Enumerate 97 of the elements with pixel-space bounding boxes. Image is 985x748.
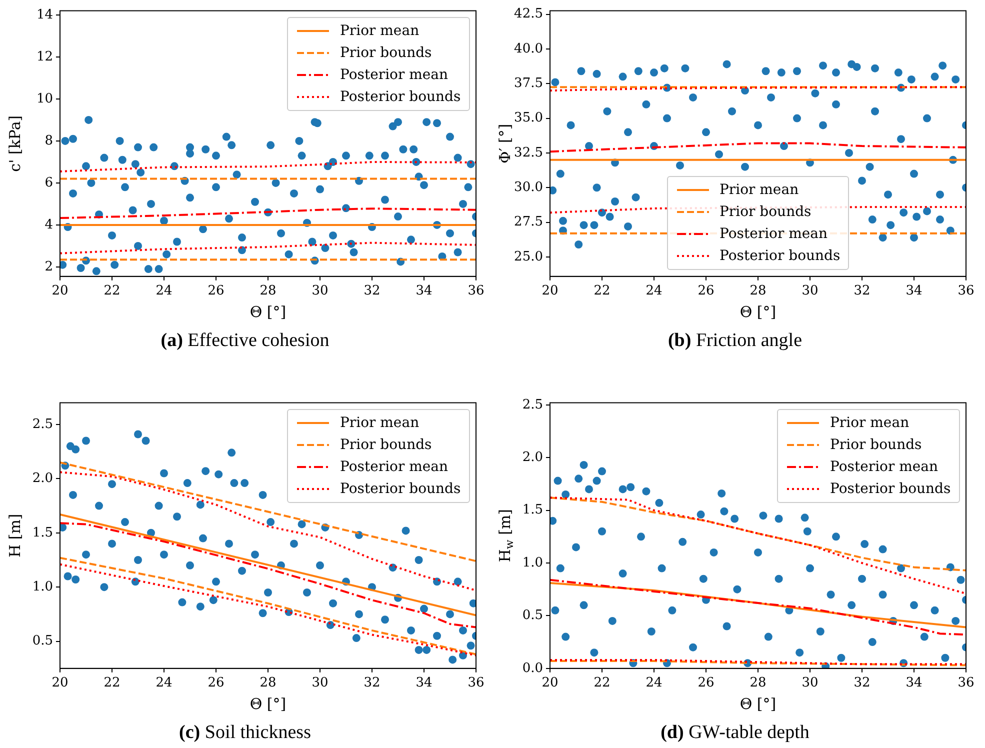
y-axis-title: H [m] <box>6 514 24 558</box>
x-tick-label: 24 <box>156 676 172 691</box>
text: (a) Effective cohesion <box>160 330 330 352</box>
x-axis-title: Θ [°] <box>250 694 286 713</box>
x-tick-label: 20 <box>52 676 68 691</box>
x-tick-label: 20 <box>542 676 558 691</box>
y-tick-label: 1.0 <box>32 579 53 594</box>
legend-label: Posterior bounds <box>340 88 461 105</box>
y-axis-title: Φ′ [°] <box>496 124 514 164</box>
x-tick-label: 34 <box>906 284 922 299</box>
x-tick-label: 26 <box>698 284 714 299</box>
x-axis-title: Θ [°] <box>740 694 776 713</box>
line-series <box>550 142 966 153</box>
legend-label: Prior bounds <box>830 436 922 453</box>
x-tick-label: 20 <box>52 284 68 299</box>
y-tick-label: 2.0 <box>522 450 543 465</box>
line-series <box>550 496 966 572</box>
x-tick-label: 32 <box>364 284 380 299</box>
x-tick-label: 36 <box>958 676 974 691</box>
x-tick-label: 36 <box>958 284 974 299</box>
x-tick-label: 28 <box>260 676 276 691</box>
x-tick-label: 20 <box>542 284 558 299</box>
y-tick-label: 10 <box>36 91 53 106</box>
text: (b) Friction angle <box>666 330 804 352</box>
x-tick-label: 32 <box>364 676 380 691</box>
y-tick-label: 0.0 <box>522 660 543 676</box>
y-tick-label: 2 <box>44 259 53 274</box>
y-tick-label: 12 <box>36 49 53 64</box>
y-tick-label: 14 <box>36 7 53 22</box>
x-tick-label: 32 <box>854 284 870 299</box>
legend-label: Prior mean <box>340 22 420 39</box>
x-tick-label: 24 <box>646 284 662 299</box>
x-tick-label: 28 <box>750 676 766 691</box>
legend-label: Prior mean <box>830 414 910 431</box>
x-tick-label: 26 <box>698 676 714 691</box>
legend-label: Prior bounds <box>720 204 812 220</box>
y-tick-label: 2.0 <box>32 471 53 486</box>
x-tick-label: 30 <box>312 676 328 691</box>
legend-label: Posterior bounds <box>720 248 840 264</box>
x-tick-label: 26 <box>208 284 224 299</box>
line-series <box>60 160 476 172</box>
x-tick-label: 22 <box>104 676 120 691</box>
text: (d) GW-table depth <box>660 722 810 744</box>
y-tick-label: 42.5 <box>514 6 543 22</box>
x-tick-label: 30 <box>312 284 328 299</box>
x-axis-title: Θ [°] <box>250 302 286 321</box>
y-tick-label: 35.0 <box>514 110 543 126</box>
text: (c) Soil thickness <box>178 722 312 744</box>
y-tick-label: 1.0 <box>522 555 543 570</box>
y-tick-label: 1.5 <box>32 525 53 540</box>
x-tick-label: 34 <box>906 676 922 691</box>
x-axis-title: Θ [°] <box>740 302 776 321</box>
x-tick-label: 30 <box>802 284 818 299</box>
x-tick-label: 36 <box>468 676 484 691</box>
x-tick-label: 28 <box>750 284 766 299</box>
line-series <box>550 578 966 636</box>
x-tick-label: 32 <box>854 676 870 691</box>
legend-label: Posterior bounds <box>340 480 461 497</box>
x-tick-label: 22 <box>594 676 610 691</box>
line-series <box>60 471 476 592</box>
legend-label: Posterior mean <box>830 458 938 475</box>
legend-label: Posterior mean <box>720 226 828 242</box>
y-tick-label: 0.5 <box>32 634 53 649</box>
y-tick-label: 8 <box>44 133 53 148</box>
legend-label: Prior mean <box>720 182 799 198</box>
line-series <box>60 522 476 628</box>
line-series <box>550 496 966 595</box>
y-tick-label: 2.5 <box>32 416 53 432</box>
y-tick-label: 40.0 <box>514 41 543 56</box>
x-tick-label: 36 <box>468 284 484 299</box>
x-tick-label: 34 <box>416 284 432 299</box>
legend-label: Posterior mean <box>340 66 448 83</box>
x-tick-label: 34 <box>416 676 432 691</box>
y-tick-label: 27.5 <box>514 214 543 230</box>
x-tick-label: 22 <box>594 284 610 299</box>
x-tick-label: 28 <box>260 284 276 299</box>
y-tick-label: 30.0 <box>514 180 543 196</box>
y-tick-label: 6 <box>44 175 53 190</box>
y-tick-label: 4 <box>44 217 53 232</box>
y-tick-label: 0.5 <box>522 608 543 624</box>
x-tick-label: 24 <box>646 676 662 691</box>
x-tick-label: 24 <box>156 284 172 299</box>
y-axis-title: Hw [m] <box>496 508 516 562</box>
y-tick-label: 2.5 <box>522 397 543 412</box>
y-tick-label: 32.5 <box>514 145 543 160</box>
legend-label: Prior bounds <box>340 44 432 61</box>
legend-label: Prior bounds <box>340 436 432 453</box>
y-tick-label: 25.0 <box>514 249 543 264</box>
y-tick-label: 1.5 <box>522 502 543 518</box>
legend-label: Prior mean <box>340 414 420 431</box>
x-tick-label: 22 <box>104 284 120 299</box>
x-tick-label: 26 <box>208 676 224 691</box>
y-axis-title: c' [kPa] <box>6 115 24 172</box>
legend-label: Posterior mean <box>340 458 448 475</box>
y-tick-label: 37.5 <box>514 76 543 91</box>
x-tick-label: 30 <box>802 676 818 691</box>
legend-label: Posterior bounds <box>830 480 951 497</box>
